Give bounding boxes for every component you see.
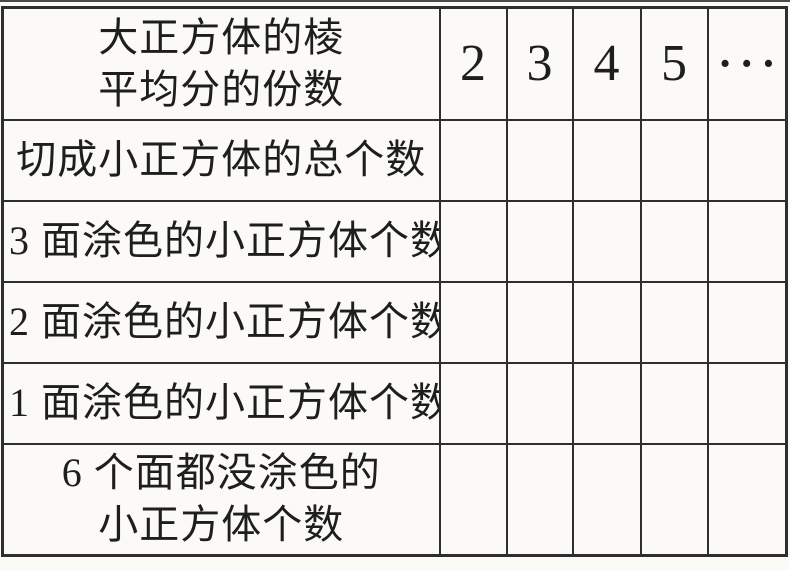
empty-cell <box>438 199 508 283</box>
empty-cell <box>571 199 642 283</box>
header-label-line2: 平均分的份数 <box>98 66 345 112</box>
scan-artifact-line <box>0 0 790 2</box>
header-number-cell-5: 5 <box>639 6 709 121</box>
header-ellipsis-cell: ··· <box>706 6 788 121</box>
empty-cell <box>639 118 709 202</box>
empty-cell <box>438 280 508 364</box>
cube-painting-table: 大正方体的棱 平均分的份数 2 3 4 5 ··· 切成小正方体的总个数 3 面… <box>1 6 788 557</box>
empty-cell <box>706 280 788 364</box>
row-label-3-faces: 3 面涂色的小正方体个数 <box>1 199 441 283</box>
table-row-2-faces: 2 面涂色的小正方体个数 <box>1 280 788 364</box>
header-label-line1: 大正方体的棱 <box>98 14 345 60</box>
table-row-0-faces: 6 个面都没涂色的 小正方体个数 <box>1 442 788 557</box>
table-row-total-cubes: 切成小正方体的总个数 <box>1 118 788 202</box>
empty-cell <box>438 118 508 202</box>
header-number-cell-4: 4 <box>571 6 642 121</box>
empty-cell <box>639 361 709 445</box>
empty-cell <box>706 199 788 283</box>
empty-cell <box>505 442 574 557</box>
table-row-3-faces: 3 面涂色的小正方体个数 <box>1 199 788 283</box>
empty-cell <box>505 280 574 364</box>
row-label-0-faces-line1: 6 个面都没涂色的 <box>61 450 381 496</box>
empty-cell <box>571 442 642 557</box>
empty-cell <box>571 118 642 202</box>
row-label-1-face: 1 面涂色的小正方体个数 <box>1 361 441 445</box>
empty-cell <box>706 442 788 557</box>
header-number-cell-2: 2 <box>438 6 508 121</box>
empty-cell <box>571 280 642 364</box>
empty-cell <box>706 361 788 445</box>
empty-cell <box>639 280 709 364</box>
row-label-2-faces: 2 面涂色的小正方体个数 <box>1 280 441 364</box>
row-label-total-cubes: 切成小正方体的总个数 <box>1 118 441 202</box>
empty-cell <box>505 199 574 283</box>
row-label-0-faces-line2: 小正方体个数 <box>98 502 345 548</box>
empty-cell <box>505 361 574 445</box>
empty-cell <box>639 442 709 557</box>
row-label-0-faces: 6 个面都没涂色的 小正方体个数 <box>1 442 441 557</box>
header-label-cell: 大正方体的棱 平均分的份数 <box>1 6 441 121</box>
empty-cell <box>438 361 508 445</box>
table-row-1-face: 1 面涂色的小正方体个数 <box>1 361 788 445</box>
table-header-row: 大正方体的棱 平均分的份数 2 3 4 5 ··· <box>1 6 788 121</box>
empty-cell <box>505 118 574 202</box>
empty-cell <box>639 199 709 283</box>
empty-cell <box>571 361 642 445</box>
header-number-cell-3: 3 <box>505 6 574 121</box>
empty-cell <box>438 442 508 557</box>
empty-cell <box>706 118 788 202</box>
